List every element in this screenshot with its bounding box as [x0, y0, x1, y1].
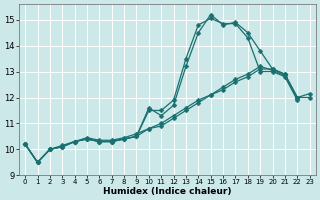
X-axis label: Humidex (Indice chaleur): Humidex (Indice chaleur) — [103, 187, 232, 196]
